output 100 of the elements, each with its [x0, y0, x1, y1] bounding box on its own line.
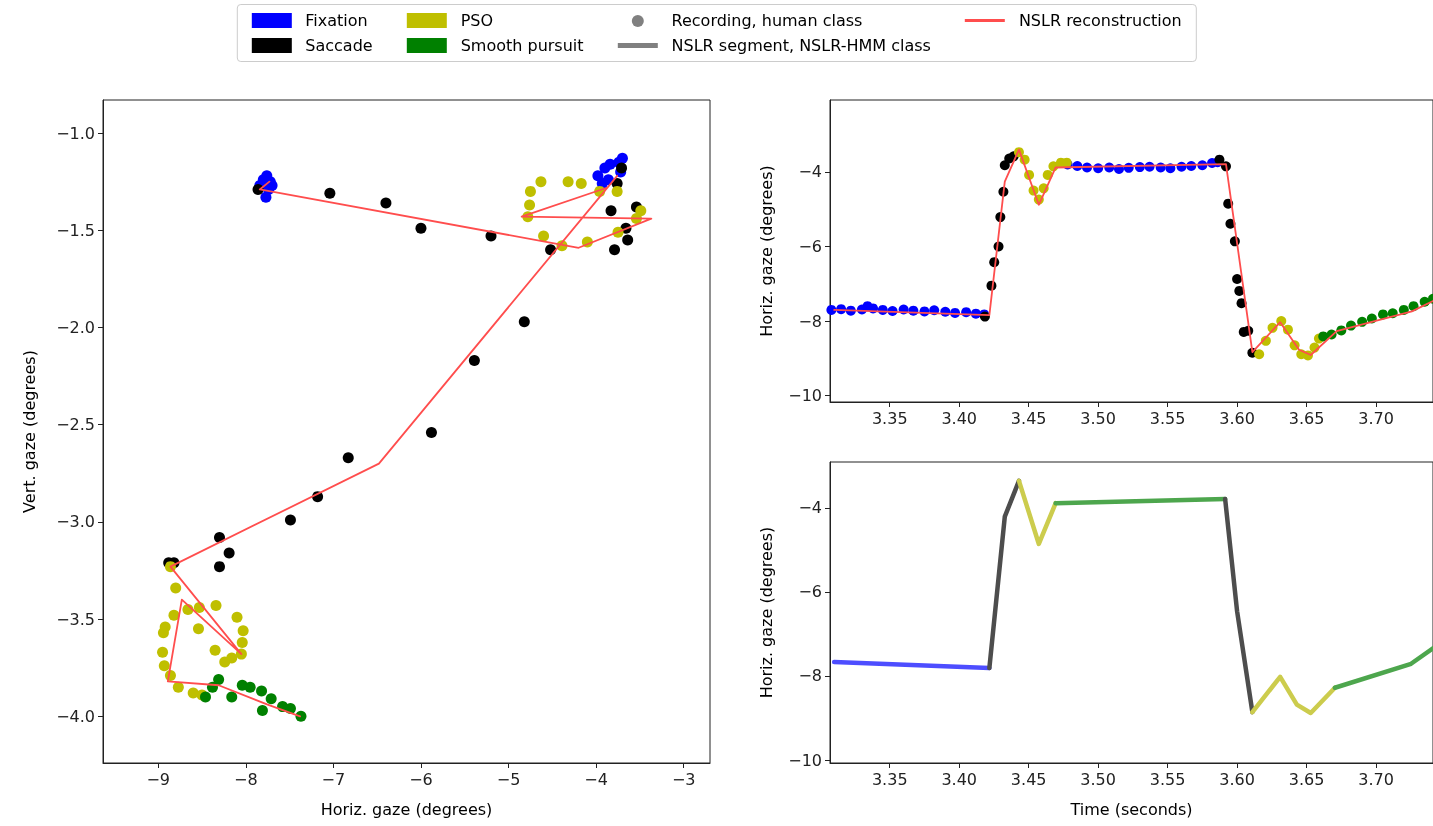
- x-tick-label: 3.45: [1010, 408, 1047, 428]
- point: [609, 244, 621, 256]
- x-tick-label: 3.60: [1219, 769, 1255, 789]
- point: [214, 561, 225, 573]
- point: [236, 636, 248, 648]
- x-tick-label: 3.50: [1080, 408, 1116, 428]
- point: [244, 681, 256, 693]
- y-tick-label: −4: [798, 162, 822, 182]
- x-tick-label: 3.45: [1010, 769, 1047, 789]
- text: Recording, human class: [671, 11, 863, 30]
- point: [223, 547, 235, 559]
- point: [170, 582, 182, 594]
- point: [213, 673, 225, 685]
- point: [635, 205, 647, 217]
- x-tick-label: 3.65: [1288, 769, 1325, 789]
- point: [157, 627, 169, 639]
- point: [1254, 349, 1265, 360]
- y-tick-label: −6: [798, 582, 822, 602]
- y-tick-label: −1.5: [56, 220, 95, 240]
- y-tick-label: −6: [798, 237, 822, 257]
- y-axis-title: Horiz. gaze (degrees): [756, 526, 776, 699]
- x-tick-label: −8: [233, 769, 258, 789]
- point: [237, 625, 249, 637]
- x-tick-label: 3.55: [1149, 408, 1186, 428]
- x-axis-title: Horiz. gaze (degrees): [320, 799, 493, 819]
- point: [157, 646, 169, 658]
- point: [284, 514, 296, 526]
- point: [342, 452, 354, 464]
- point: [538, 230, 550, 242]
- x-tick-label: 3.40: [941, 769, 978, 789]
- y-tick-label: −3.5: [56, 609, 95, 629]
- x-tick-label: 3.55: [1149, 769, 1186, 789]
- point: [1232, 273, 1243, 284]
- y-tick-label: −1.0: [56, 123, 95, 143]
- y-axis-title: Horiz. gaze (degrees): [756, 165, 776, 337]
- point: [826, 304, 837, 315]
- point: [425, 426, 437, 438]
- x-tick-label: −5: [496, 769, 521, 789]
- y-tick-label: −3.0: [56, 512, 95, 532]
- point: [611, 185, 623, 197]
- x-tick-label: −4: [584, 769, 608, 789]
- point: [158, 660, 170, 672]
- point: [616, 162, 628, 174]
- x-tick-label: 3.70: [1358, 769, 1394, 789]
- point: [226, 691, 238, 703]
- y-tick-label: −8: [798, 311, 822, 331]
- point: [209, 644, 221, 656]
- point: [1377, 309, 1388, 320]
- point: [380, 197, 392, 209]
- point: [260, 191, 272, 203]
- point: [415, 222, 427, 234]
- point: [256, 685, 268, 697]
- x-tick-label: −7: [321, 769, 346, 789]
- point: [605, 205, 617, 217]
- x-tick-label: 3.35: [871, 408, 908, 428]
- legend-label: NSLR reconstruction: [1018, 11, 1182, 30]
- point: [518, 316, 530, 328]
- legend-label: PSO: [460, 11, 494, 30]
- point: [524, 199, 536, 211]
- y-tick-label: −2.0: [56, 317, 95, 337]
- point: [324, 187, 336, 199]
- point: [168, 609, 180, 621]
- legend-label: Smooth pursuit: [460, 36, 584, 55]
- legend-label: Fixation: [305, 11, 368, 30]
- x-tick-label: 3.40: [941, 408, 978, 428]
- x-tick-label: −6: [409, 769, 433, 789]
- point: [524, 185, 536, 197]
- point: [622, 234, 634, 246]
- y-tick-label: −2.5: [56, 415, 95, 435]
- y-tick-label: −10: [788, 386, 822, 406]
- x-tick-label: 3.60: [1219, 408, 1255, 428]
- legend-label: Saccade: [305, 36, 373, 55]
- point: [172, 681, 184, 693]
- y-tick-label: −4: [798, 498, 822, 518]
- point: [535, 176, 547, 188]
- point: [562, 176, 574, 188]
- point: [192, 623, 204, 635]
- x-tick-label: −3: [671, 769, 696, 789]
- point: [616, 152, 628, 164]
- x-tick-label: 3.35: [871, 769, 908, 789]
- point: [210, 600, 222, 612]
- x-axis-title: Time (seconds): [1069, 799, 1193, 819]
- y-axis-title: Vert. gaze (degrees): [19, 350, 39, 513]
- y-tick-label: −8: [798, 666, 822, 686]
- x-tick-label: 3.70: [1358, 408, 1394, 428]
- y-tick-label: −10: [788, 750, 822, 770]
- text: NSLR segment, NSLR-HMM class: [671, 36, 931, 55]
- point: [219, 656, 231, 668]
- point: [1318, 331, 1329, 342]
- point: [265, 693, 277, 705]
- point: [1234, 285, 1245, 296]
- point: [256, 705, 268, 716]
- point: [231, 611, 243, 623]
- point: [468, 355, 480, 367]
- x-tick-label: 3.50: [1080, 769, 1116, 789]
- point: [575, 178, 587, 190]
- y-tick-label: −4.0: [56, 706, 95, 726]
- x-tick-label: 3.65: [1288, 408, 1325, 428]
- x-tick-label: −9: [146, 769, 170, 789]
- line-series: [1250, 674, 1338, 716]
